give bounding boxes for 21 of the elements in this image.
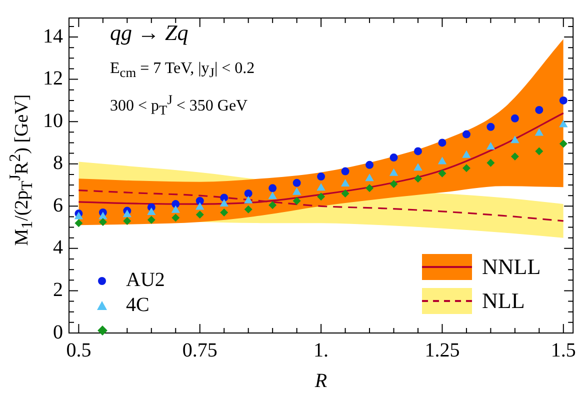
x-axis-title: R xyxy=(314,370,328,393)
y-tick-label: 2 xyxy=(53,278,63,301)
x-tick-label: 0.75 xyxy=(182,339,218,362)
annotation: qg → Zq xyxy=(110,20,188,46)
y-tick-label: 12 xyxy=(43,68,63,90)
x-tick-label: 1.5 xyxy=(550,339,576,362)
x-tick-label: 0.5 xyxy=(66,339,92,362)
legend-label: 4C xyxy=(126,293,150,318)
annotation: E$_{cm}$ = 7 TeV, |y$_{J}$| < 0.2 xyxy=(110,60,255,82)
legend-label: NLL xyxy=(482,288,525,314)
y-tick-label: 8 xyxy=(53,152,63,174)
legend-label: NNLL xyxy=(482,254,541,280)
x-tick-label: 1. xyxy=(314,339,329,362)
y-tick-label: 10 xyxy=(43,110,63,132)
y-tick-label: 4 xyxy=(53,236,63,259)
y-tick-label: 14 xyxy=(43,25,63,48)
y-tick-label: 0 xyxy=(53,321,63,344)
x-tick-label: 1.25 xyxy=(424,339,460,362)
legend-label: AU2 xyxy=(126,268,165,293)
y-tick-label: 6 xyxy=(53,194,63,216)
annotation: 300 < p$_{T}$$^{J}$ < 350 GeV xyxy=(110,92,248,119)
